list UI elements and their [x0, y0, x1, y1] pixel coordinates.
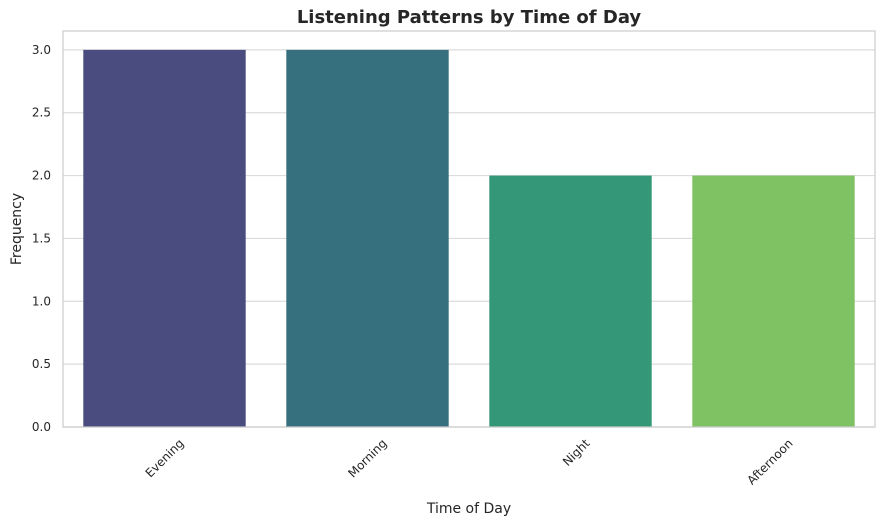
y-axis-label: Frequency [9, 193, 25, 265]
y-tick-label: 0.0 [32, 420, 51, 434]
bar-night [489, 175, 652, 427]
x-tick-label: Night [560, 436, 593, 469]
y-tick-label: 0.5 [32, 357, 51, 371]
y-tick-label: 1.0 [32, 294, 51, 308]
bar-evening [83, 49, 246, 427]
y-axis-ticks: 0.0 0.5 1.0 1.5 2.0 2.5 3.0 [32, 43, 51, 434]
x-axis-label: Time of Day [426, 501, 511, 517]
y-tick-label: 2.0 [32, 169, 51, 183]
x-tick-label: Evening [143, 436, 187, 480]
chart-title: Listening Patterns by Time of Day [297, 7, 642, 28]
x-tick-label: Morning [345, 436, 389, 480]
y-tick-label: 1.5 [32, 231, 51, 245]
x-axis-ticks: Evening Morning Night Afternoon [143, 436, 796, 487]
bar-morning [286, 49, 449, 427]
x-tick-label: Afternoon [744, 436, 795, 487]
bar-afternoon [692, 175, 855, 427]
y-tick-label: 2.5 [32, 106, 51, 120]
y-tick-label: 3.0 [32, 43, 51, 57]
bars [83, 49, 855, 427]
plot-frame [62, 30, 876, 428]
